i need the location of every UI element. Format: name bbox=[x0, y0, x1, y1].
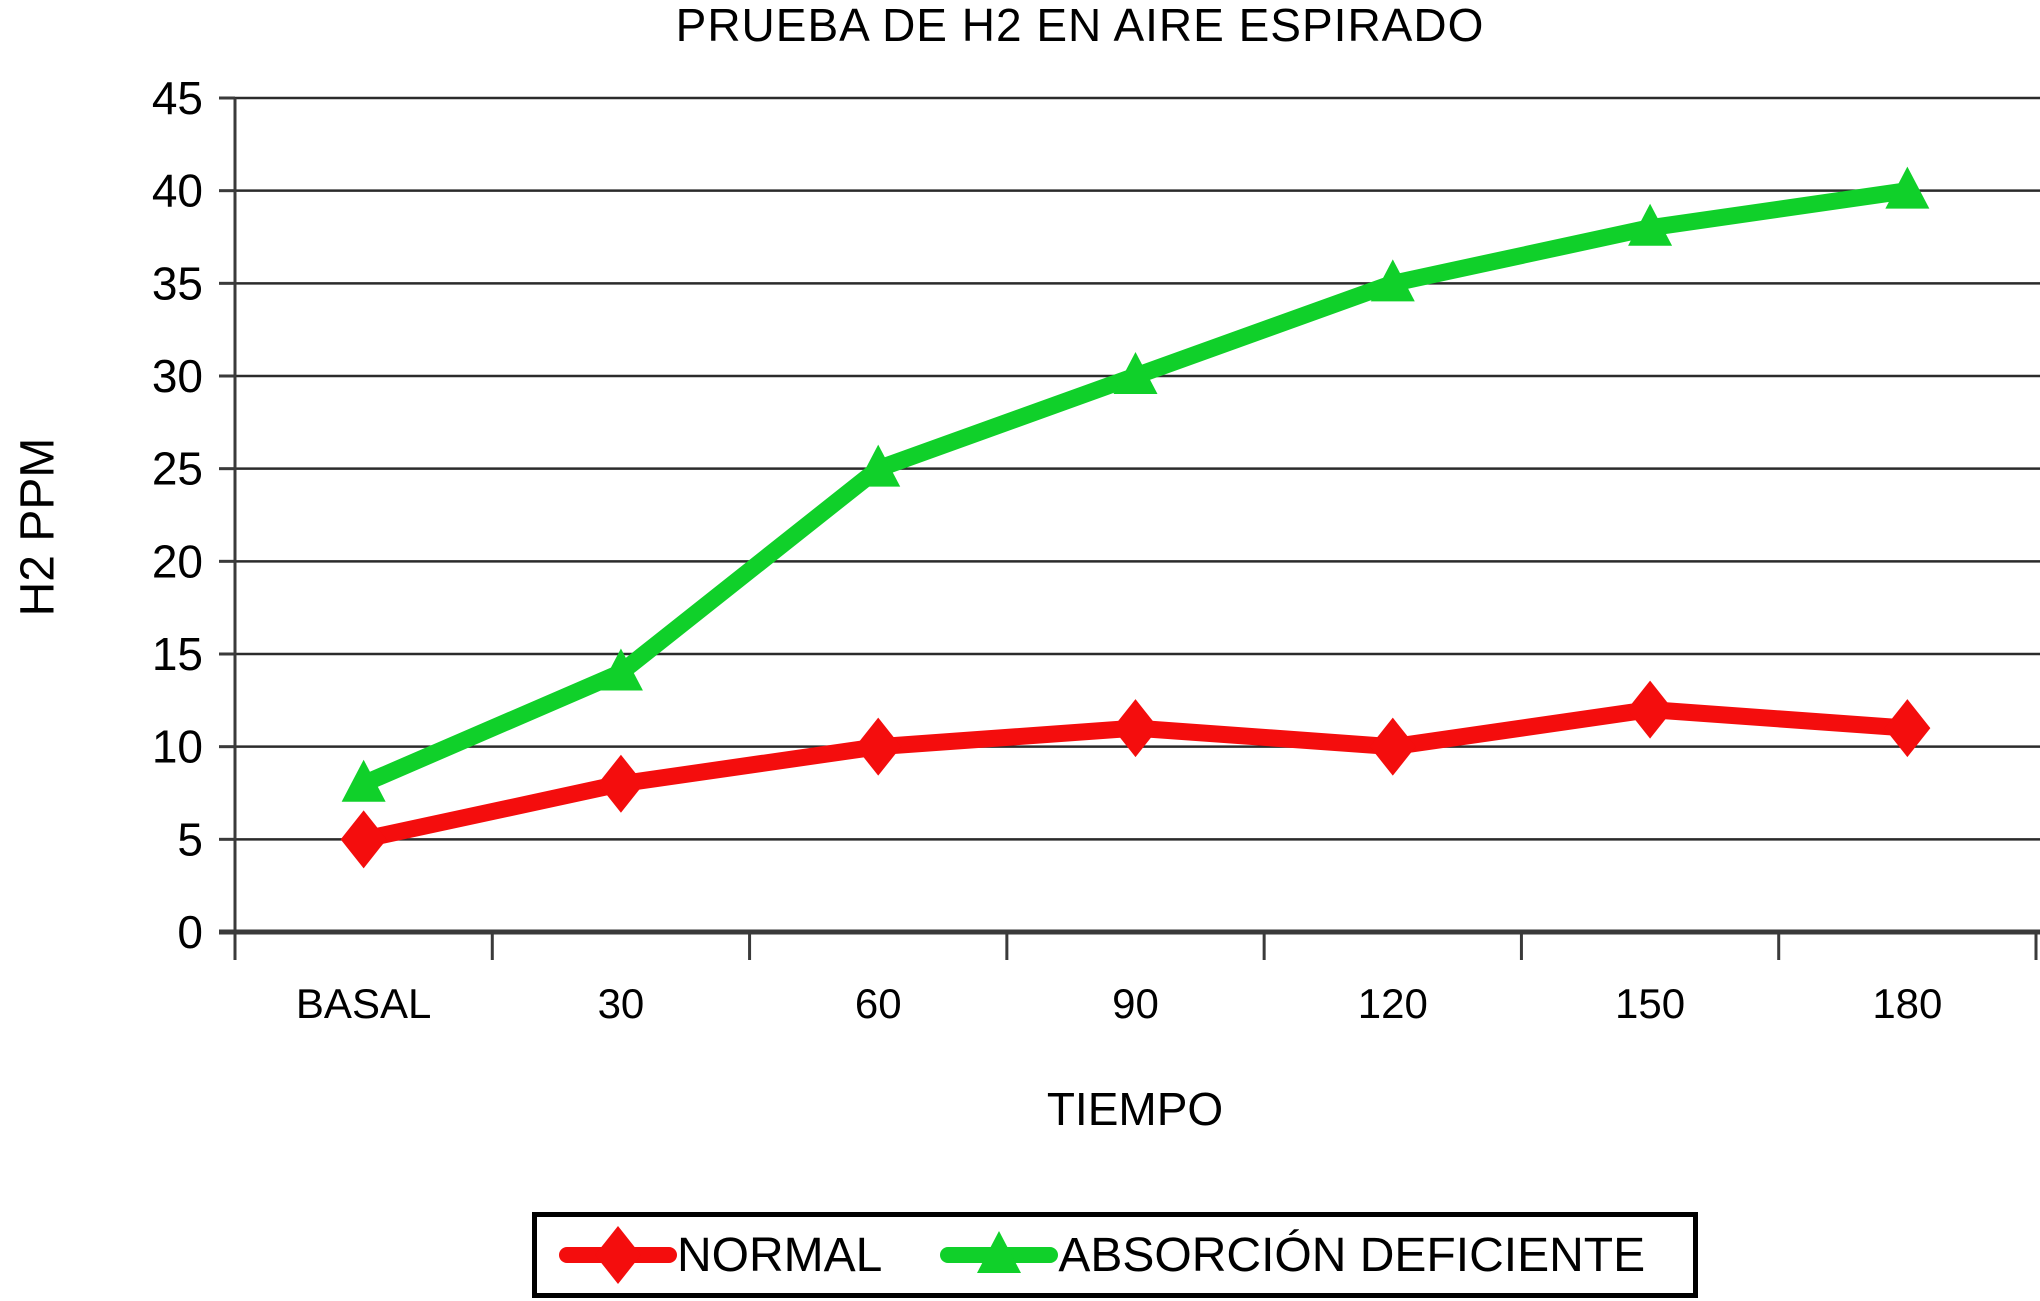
series-marker-absorci-n-deficiente bbox=[1113, 352, 1158, 394]
y-tick-label: 5 bbox=[177, 813, 203, 865]
y-tick-label: 40 bbox=[152, 165, 203, 217]
series-marker-normal bbox=[855, 717, 902, 776]
triangle-line-swatch-icon bbox=[940, 1231, 1059, 1273]
series-marker-absorci-n-deficiente bbox=[598, 648, 643, 691]
x-tick-label: 180 bbox=[1872, 980, 1942, 1027]
y-tick-label: 35 bbox=[152, 257, 203, 309]
y-tick-label: 25 bbox=[152, 443, 203, 495]
series-marker-absorci-n-deficiente bbox=[1885, 166, 1930, 209]
legend-label-absorci-n-deficiente: ABSORCIÓN DEFICIENTE bbox=[1058, 1228, 1646, 1282]
x-tick-label: 150 bbox=[1615, 980, 1685, 1027]
series-marker-normal bbox=[340, 810, 387, 869]
x-tick-label: BASAL bbox=[296, 980, 431, 1027]
series-marker-absorci-n-deficiente bbox=[1370, 259, 1415, 302]
series-marker-normal bbox=[1627, 680, 1674, 739]
y-tick-label: 15 bbox=[152, 628, 203, 680]
series-marker-absorci-n-deficiente bbox=[856, 444, 901, 487]
y-tick-label: 30 bbox=[152, 350, 203, 402]
x-tick-label: 90 bbox=[1112, 980, 1159, 1027]
x-axis-title: TIEMPO bbox=[1046, 1083, 1224, 1135]
series-marker-absorci-n-deficiente bbox=[1628, 203, 1673, 246]
y-tick-label: 45 bbox=[152, 72, 203, 124]
series-marker-normal bbox=[1112, 699, 1159, 758]
series-marker-normal bbox=[1884, 699, 1931, 758]
y-tick-label: 20 bbox=[152, 535, 203, 587]
series-line-absorci-n-deficiente bbox=[360, 182, 1909, 792]
legend-item-absorci-n-deficiente: ABSORCIÓN DEFICIENTE bbox=[940, 1223, 1645, 1287]
y-tick-label: 10 bbox=[152, 721, 203, 773]
series-marker-normal bbox=[597, 754, 644, 813]
chart-title: PRUEBA DE H2 EN AIRE ESPIRADO bbox=[675, 0, 1485, 51]
legend: NORMAL ABSORCIÓN DEFICIENTE bbox=[532, 1212, 1698, 1298]
diamond-line-swatch-icon bbox=[559, 1226, 677, 1284]
series-marker-absorci-n-deficiente bbox=[341, 759, 386, 802]
legend-item-normal: NORMAL bbox=[559, 1223, 882, 1287]
x-tick-label: 30 bbox=[598, 980, 645, 1027]
legend-label-normal: NORMAL bbox=[677, 1228, 883, 1282]
x-tick-label: 120 bbox=[1358, 980, 1428, 1027]
series-marker-normal bbox=[1369, 717, 1416, 776]
x-tick-label: 60 bbox=[855, 980, 902, 1027]
y-tick-label: 0 bbox=[177, 906, 203, 958]
